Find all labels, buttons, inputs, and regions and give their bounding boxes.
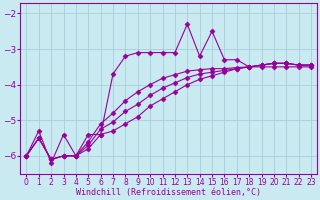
X-axis label: Windchill (Refroidissement éolien,°C): Windchill (Refroidissement éolien,°C) [76,188,261,197]
